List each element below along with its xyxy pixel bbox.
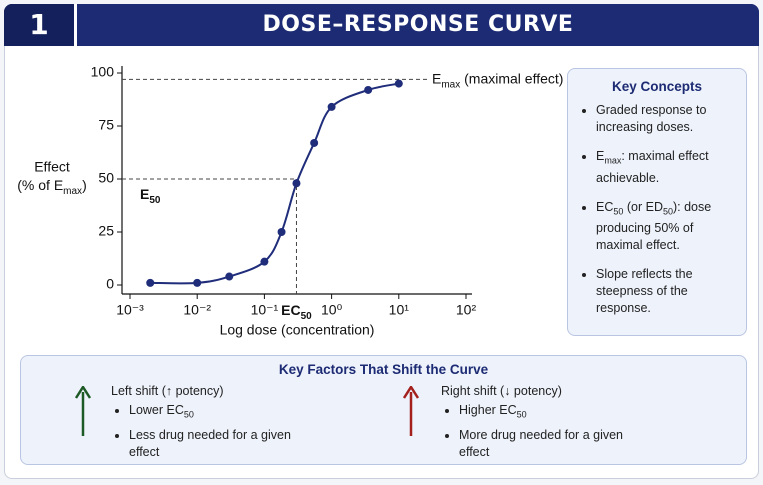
concept-item: Emax: maximal effect achievable. [596, 148, 738, 187]
concept-item: Graded response to increasing doses. [596, 102, 738, 136]
shift-heading: Left shift (↑ potency) [111, 384, 224, 398]
text-part: Lower EC [129, 403, 184, 417]
y-axis-label: (% of Emax) [17, 177, 86, 197]
shift-list: Lower EC50 Less drug needed for a given e… [111, 402, 331, 461]
subscript: 50 [516, 409, 527, 420]
y-tick-label: 25 [98, 223, 114, 239]
ec50-label: EC50 [281, 302, 312, 322]
text-part: E [140, 186, 149, 202]
y-tick-label: 0 [106, 276, 114, 292]
page-title: DOSE–RESPONSE CURVE [262, 12, 574, 37]
text-part: Graded response to increasing doses. [596, 103, 707, 134]
text-part: (or ED [623, 199, 663, 214]
chart: 0 25 50 75 100 10⁻³ 10⁻² 10⁻¹ 10⁰ 10¹ 10² Log dose … [17, 64, 563, 338]
shift-item: Less drug needed for a given effect [129, 427, 323, 461]
concept-list: Graded response to increasing doses. Emax… [568, 102, 746, 317]
text-part: (maximal effect) [460, 70, 563, 86]
x-tick-label: 10⁻³ [116, 302, 144, 318]
x-tick-label: 10¹ [389, 302, 410, 318]
subscript: 50 [662, 206, 673, 216]
emax-label: Emax (maximal effect) [432, 70, 563, 90]
data-point [260, 257, 269, 266]
text-part: E [432, 70, 441, 86]
subscript: max [604, 155, 622, 166]
section-number: 1 [4, 4, 77, 46]
panel-title: Key Concepts [611, 79, 703, 94]
text-part: (% of E [17, 177, 63, 193]
text-part: EC [596, 199, 614, 214]
y-tick-label: 75 [98, 117, 114, 133]
text-part: : maximal effect achievable. [596, 149, 709, 185]
data-point [146, 278, 155, 287]
text-part: Higher EC [459, 403, 517, 417]
up-arrow-red [402, 386, 420, 436]
subscript: 50 [613, 206, 624, 216]
shift-list: Higher EC50 More drug needed for a given … [441, 402, 661, 461]
shift-item: More drug needed for a given effect [459, 427, 653, 461]
text-part: ): dose producing 50% of maximal effect. [596, 199, 712, 253]
shift-item: Higher EC50 [459, 402, 653, 424]
e50-label: E50 [140, 186, 161, 206]
x-tick-label: 10⁰ [321, 302, 343, 318]
curve [150, 82, 400, 285]
text-part: Slope reflects the steepness of the resp… [596, 267, 693, 315]
y-axis-label: Effect [34, 159, 70, 175]
x-tick-label: 10² [456, 302, 477, 318]
text-part: More drug needed for a given effect [459, 427, 623, 459]
up-arrow-green [74, 386, 92, 436]
data-point [364, 85, 373, 94]
subscript: 50 [183, 409, 194, 420]
concept-item: EC50 (or ED50): dose producing 50% of ma… [596, 199, 738, 255]
shift-item: Lower EC50 [129, 402, 323, 424]
shift-heading: Right shift (↓ potency) [441, 384, 562, 398]
data-point [310, 138, 319, 147]
text-part: Less drug needed for a given effect [129, 427, 291, 459]
y-tick-label: 50 [98, 170, 114, 186]
panel-title: Key Factors That Shift the Curve [278, 362, 489, 377]
x-tick-label: 10⁻² [183, 302, 211, 318]
right-shift: Right shift (↓ potency) Higher EC50 More d… [441, 384, 661, 464]
data-point [225, 272, 234, 281]
key-concepts-panel: Key Concepts Graded response to increasi… [567, 68, 747, 336]
subscript: 50 [149, 195, 161, 206]
x-tick-label: 10⁻¹ [251, 302, 279, 318]
x-axis-label: Log dose (concentration) [220, 322, 375, 338]
data-point [277, 228, 286, 236]
text-part: E [596, 149, 605, 163]
text-part: EC [281, 302, 300, 318]
subscript: max [441, 80, 460, 91]
data-point [292, 179, 301, 188]
subscript: 50 [301, 311, 313, 322]
text-part: ) [82, 177, 87, 193]
concept-item: Slope reflects the steepness of the resp… [596, 266, 738, 317]
header-bar: 1 DOSE–RESPONSE CURVE [4, 4, 759, 46]
shift-factors-panel: Key Factors That Shift the Curve Left sh… [20, 355, 747, 465]
data-point [193, 278, 202, 287]
subscript: max [63, 186, 82, 197]
data-point [327, 102, 336, 111]
y-tick-label: 100 [91, 64, 115, 80]
data-point [394, 79, 403, 88]
left-shift: Left shift (↑ potency) Lower EC50 Less dru… [111, 384, 331, 464]
